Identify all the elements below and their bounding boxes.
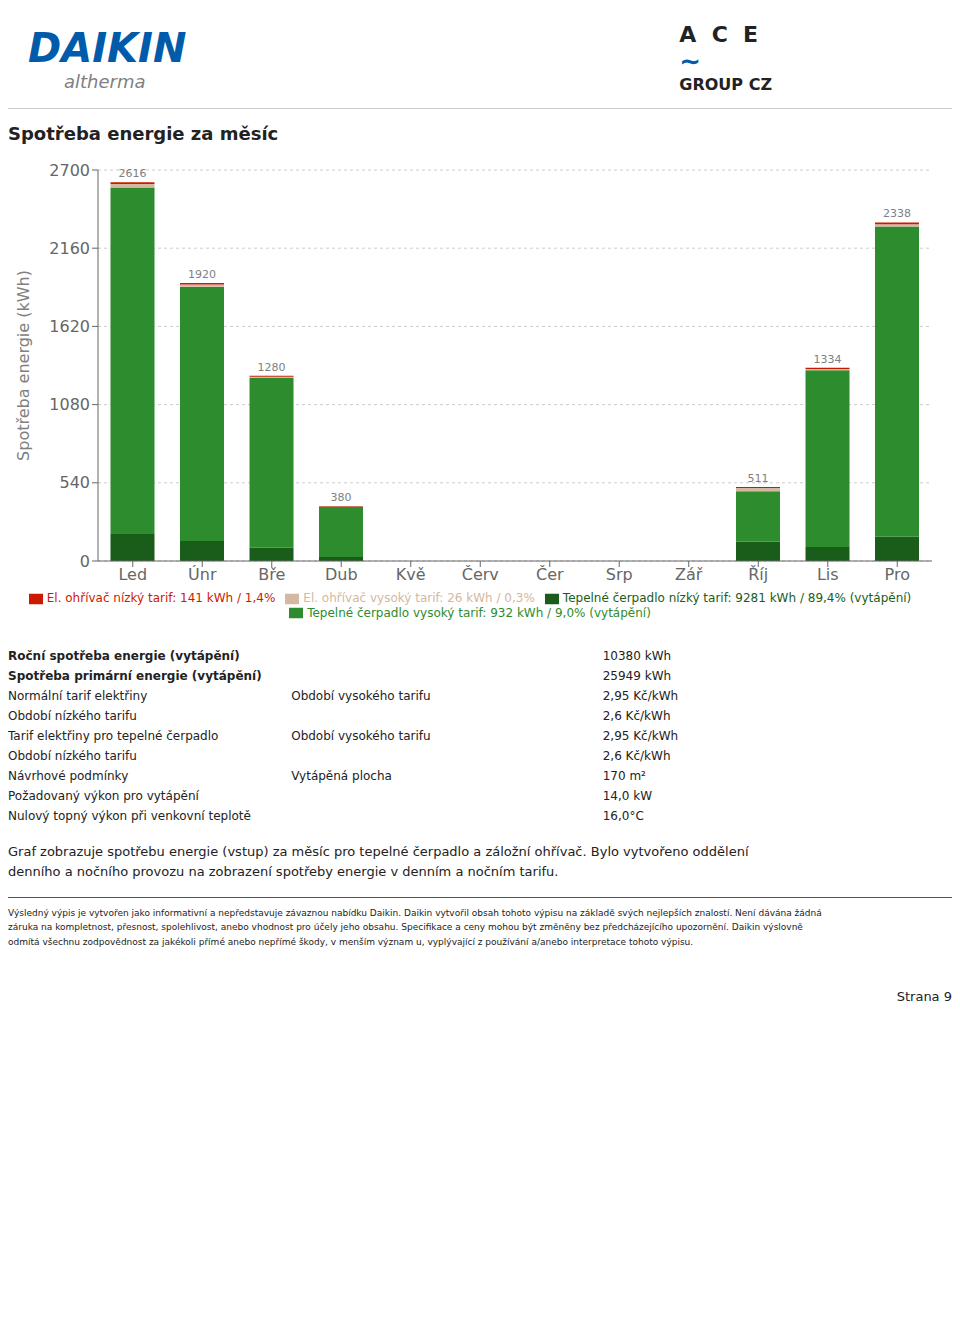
svg-text:511: 511	[748, 472, 769, 485]
svg-text:540: 540	[59, 473, 90, 492]
html-text:Roční spotřeba energie (vytápě: Roční spotřeba energie (vytápění)	[8, 649, 240, 663]
html-text:denního a nočního provozu na z: denního a nočního provozu na zobrazení s…	[8, 863, 559, 879]
svg-text:Srp: Srp	[606, 565, 633, 584]
html-text:170 m²: 170 m²	[602, 769, 646, 783]
html-text:El. ohřívač nízký tarif: 141 k: El. ohřívač nízký tarif: 141 kWh / 1,4%	[46, 591, 276, 605]
html-text:El. ohřívač vysoký tarif: 26 k: El. ohřívač vysoký tarif: 26 kWh / 0,3%	[303, 591, 535, 605]
html-text:2,6 Kč/kWh: 2,6 Kč/kWh	[602, 749, 671, 763]
svg-text:1620: 1620	[49, 317, 90, 336]
html-text:DAIKIN: DAIKIN	[28, 24, 187, 71]
html-text:Normální tarif elektřiny: Normální tarif elektřiny	[8, 689, 148, 703]
html-text:odmítá všechnu zodpovědnost za: odmítá všechnu zodpovědnost za jakékoli …	[8, 936, 694, 947]
html-text:Spotřeba energie za měsíc: Spotřeba energie za měsíc	[8, 123, 279, 144]
html-text:Období nízkého tarifu: Období nízkého tarifu	[8, 709, 137, 723]
html-text:Období vysokého tarifu: Období vysokého tarifu	[291, 729, 431, 743]
html-text:Tepelné čerpadlo vysoký tarif:: Tepelné čerpadlo vysoký tarif: 932 kWh /…	[307, 605, 651, 620]
svg-text:1334: 1334	[814, 353, 842, 366]
svg-text:380: 380	[331, 491, 352, 504]
html-text:2,95 Kč/kWh: 2,95 Kč/kWh	[602, 729, 679, 743]
svg-text:1920: 1920	[188, 268, 216, 281]
html-text:10380 kWh: 10380 kWh	[602, 649, 672, 663]
svg-text:0: 0	[80, 552, 90, 571]
html-text:Návrhové podmínky: Návrhové podmínky	[8, 769, 129, 783]
svg-text:Kvě: Kvě	[396, 565, 426, 584]
html-text:A C E: A C E	[679, 21, 759, 47]
html-text:25949 kWh: 25949 kWh	[602, 669, 672, 683]
html-text:záruka na kompletnost, přesnos: záruka na kompletnost, přesnost, spolehl…	[8, 922, 803, 933]
svg-text:Čer: Čer	[536, 565, 564, 584]
svg-text:Říj: Říj	[748, 565, 768, 584]
html-text:Spotřeba primární energie (vyt: Spotřeba primární energie (vytápění)	[8, 669, 262, 683]
svg-text:Dub: Dub	[325, 565, 358, 584]
html-text:Nulový topný výkon při venkovn: Nulový topný výkon při venkovní teplotě	[8, 809, 251, 823]
html-text:Tarif elektřiny pro tepelné če: Tarif elektřiny pro tepelné čerpadlo	[8, 729, 219, 743]
svg-text:Bře: Bře	[258, 565, 285, 584]
svg-text:2160: 2160	[49, 239, 90, 258]
html-text:Vytápěná plocha: Vytápěná plocha	[291, 769, 392, 783]
svg-text:2700: 2700	[49, 161, 90, 180]
html-text:Požadovaný výkon pro vytápění: Požadovaný výkon pro vytápění	[8, 789, 199, 803]
html-text:2,6 Kč/kWh: 2,6 Kč/kWh	[602, 709, 671, 723]
svg-text:Led: Led	[118, 565, 147, 584]
html-text:Období nízkého tarifu: Období nízkého tarifu	[8, 749, 137, 763]
svg-text:Červ: Červ	[462, 565, 499, 584]
html-text:Tepelné čerpadlo nízký tarif:: Tepelné čerpadlo nízký tarif: 9281 kWh /…	[562, 591, 912, 605]
svg-text:Zář: Zář	[675, 565, 703, 584]
svg-text:1080: 1080	[49, 395, 90, 414]
html-text:Graf zobrazuje spotřebu energi: Graf zobrazuje spotřebu energie (vstup) …	[8, 844, 749, 859]
html-text:14,0 kW: 14,0 kW	[602, 789, 653, 803]
svg-text:2616: 2616	[119, 167, 147, 180]
html-text:GROUP CZ: GROUP CZ	[679, 74, 772, 94]
html-text:16,0°C: 16,0°C	[602, 809, 644, 823]
svg-text:Lis: Lis	[817, 565, 839, 584]
html-text:altherma: altherma	[64, 70, 146, 92]
html-text:Období vysokého tarifu: Období vysokého tarifu	[291, 689, 431, 703]
html-text:Výsledný výpis je vytvořen jak: Výsledný výpis je vytvořen jako informat…	[8, 908, 822, 918]
html-text:2,95 Kč/kWh: 2,95 Kč/kWh	[602, 689, 679, 703]
svg-text:Spotřeba energie (kWh): Spotřeba energie (kWh)	[14, 270, 33, 461]
svg-text:Únr: Únr	[188, 565, 217, 584]
svg-text:Pro: Pro	[885, 565, 910, 584]
html-text:Strana 9: Strana 9	[896, 989, 952, 1005]
svg-text:1280: 1280	[258, 361, 286, 374]
svg-text:2338: 2338	[883, 207, 911, 220]
